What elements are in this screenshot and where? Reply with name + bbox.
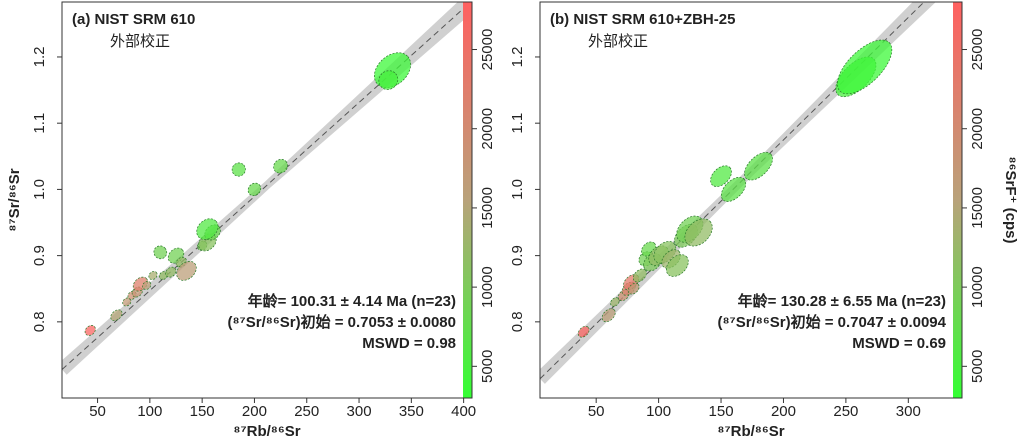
confidence-band [62, 2, 472, 375]
error-ellipse [632, 268, 647, 283]
x-axis-label: ⁸⁷Rb/⁸⁶Sr [233, 423, 300, 440]
x-tick-label: 150 [709, 403, 734, 420]
colorbar-tick-label: 20000 [969, 108, 986, 150]
y-tick-label: 1.0 [509, 179, 526, 200]
annotation: MSWD = 0.69 [852, 335, 946, 352]
x-tick-label: 350 [399, 403, 424, 420]
colorbar-label: ⁸⁶SrF⁺ (cps) [1002, 157, 1019, 244]
x-tick-label: 50 [588, 403, 605, 420]
x-tick-label: 300 [896, 403, 921, 420]
isochron-line [62, 2, 472, 370]
y-tick-label: 1.1 [509, 113, 526, 134]
error-ellipse [577, 325, 590, 338]
colorbar-tick-label: 25000 [479, 29, 496, 71]
x-tick-label: 100 [646, 403, 671, 420]
error-ellipse [627, 282, 640, 295]
x-tick-label: 200 [242, 403, 267, 420]
error-ellipse [273, 158, 288, 174]
error-ellipse [231, 162, 246, 177]
y-tick-label: 1.2 [31, 47, 48, 68]
error-ellipse [601, 308, 616, 323]
error-ellipse [153, 245, 168, 260]
y-tick-label: 0.9 [509, 245, 526, 266]
error-ellipse [176, 260, 197, 281]
colorbar-tick-label: 10000 [969, 266, 986, 308]
panel-subtitle: 外部校正 [588, 33, 648, 50]
error-ellipse [720, 176, 747, 202]
x-tick-label: 250 [294, 403, 319, 420]
x-tick-label: 150 [190, 403, 215, 420]
colorbar-tick-label: 5000 [479, 350, 496, 383]
colorbar [953, 2, 962, 398]
colorbar-tick-label: 5000 [969, 350, 986, 383]
x-tick-label: 50 [89, 403, 106, 420]
plot-area [62, 2, 472, 375]
colorbar-tick-label: 10000 [479, 266, 496, 308]
error-ellipse [710, 165, 732, 187]
y-tick-label: 1.0 [31, 179, 48, 200]
colorbar-tick-label: 25000 [969, 29, 986, 71]
y-tick-label: 1.1 [31, 113, 48, 134]
y-axis-label: ⁸⁷Sr/⁸⁶Sr [6, 168, 23, 231]
error-ellipse [378, 70, 399, 90]
annotation: (⁸⁷Sr/⁸⁶Sr)初始 = 0.7053 ± 0.0080 [227, 313, 456, 331]
annotation: MSWD = 0.98 [362, 335, 456, 352]
error-ellipse [84, 325, 96, 336]
plot-frame [61, 1, 473, 399]
error-ellipse [666, 254, 689, 277]
y-tick-label: 1.2 [509, 47, 526, 68]
error-ellipse [142, 280, 152, 290]
x-tick-label: 100 [137, 403, 162, 420]
annotation: (⁸⁷Sr/⁸⁶Sr)初始 = 0.7047 ± 0.0094 [717, 313, 946, 331]
plot-frame [539, 1, 963, 399]
error-ellipse [837, 39, 893, 95]
panel-title: (b) NIST SRM 610+ZBH-25 [550, 11, 735, 28]
error-ellipse [247, 182, 262, 197]
error-ellipse [165, 266, 177, 278]
x-tick-label: 400 [451, 403, 476, 420]
error-ellipse [744, 152, 773, 181]
plot-area [540, 2, 936, 384]
x-tick-label: 250 [833, 403, 858, 420]
panel-subtitle: 外部校正 [110, 33, 170, 50]
colorbar [463, 2, 472, 398]
panel-title: (a) NIST SRM 610 [72, 11, 195, 28]
error-ellipse [196, 218, 219, 240]
y-tick-label: 0.9 [31, 245, 48, 266]
y-tick-label: 0.8 [31, 311, 48, 332]
error-ellipse [148, 271, 158, 280]
annotation: 年龄= 130.28 ± 6.55 Ma (n=23) [738, 292, 946, 310]
annotation: 年龄= 100.31 ± 4.14 Ma (n=23) [248, 292, 456, 310]
error-ellipse [110, 309, 123, 322]
colorbar-tick-label: 20000 [479, 108, 496, 150]
y-tick-label: 0.8 [509, 311, 526, 332]
x-tick-label: 200 [771, 403, 796, 420]
x-tick-label: 300 [347, 403, 372, 420]
colorbar-tick-label: 15000 [969, 187, 986, 229]
x-axis-label: ⁸⁷Rb/⁸⁶Sr [717, 423, 784, 440]
colorbar-tick-label: 15000 [479, 187, 496, 229]
error-ellipse [684, 218, 713, 247]
